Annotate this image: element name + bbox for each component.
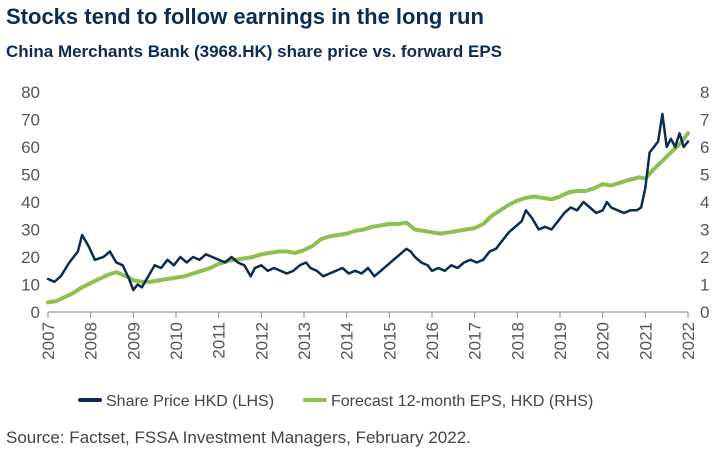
x-tick-label: 2013 [295,322,314,360]
left-tick-label: 60 [21,138,40,157]
right-tick-label: 5 [700,166,709,185]
left-tick-label: 10 [21,276,40,295]
right-axis-ticks: 0 1 2 3 4 5 6 7 8 [700,83,709,322]
left-axis-ticks: 0 10 20 30 40 50 60 70 80 [21,83,40,322]
x-tick-label: 2022 [679,322,698,360]
x-tick-label: 2019 [551,322,570,360]
left-tick-label: 30 [21,221,40,240]
x-tick-label: 2020 [594,322,613,360]
legend-label: Share Price HKD (LHS) [106,393,274,410]
x-tick-label: 2017 [466,322,485,360]
left-tick-label: 80 [21,83,40,102]
share-price-series-line [46,112,690,292]
eps-series-line [46,131,690,305]
source-note: Source: Factset, FSSA Investment Manager… [6,428,471,447]
x-axis-ticks: 2007 2008 2009 2010 2011 2012 2013 2014 2015 2016… [39,312,698,360]
x-tick-label: 2015 [380,322,399,360]
x-tick-label: 2014 [338,322,357,360]
legend-eps: Forecast 12-month EPS, HKD (RHS) [303,393,593,410]
chart-title: Stocks tend to follow earnings in the lo… [6,4,484,29]
x-tick-label: 2021 [636,322,655,360]
left-tick-label: 40 [21,193,40,212]
x-tick-label: 2008 [82,322,101,360]
right-tick-label: 7 [700,111,709,130]
legend-share-price: Share Price HKD (LHS) [78,393,274,410]
right-tick-label: 4 [700,193,709,212]
right-tick-label: 3 [700,221,709,240]
legend-label: Forecast 12-month EPS, HKD (RHS) [331,393,593,410]
left-tick-label: 70 [21,111,40,130]
x-tick-label: 2018 [508,322,527,360]
right-tick-label: 0 [700,303,709,322]
x-tick-label: 2007 [39,322,58,360]
right-tick-label: 1 [700,276,709,295]
x-tick-label: 2010 [167,322,186,360]
left-tick-label: 0 [31,303,40,322]
x-tick-label: 2016 [423,322,442,360]
x-tick-label: 2012 [252,322,271,360]
right-tick-label: 2 [700,248,709,267]
legend: Share Price HKD (LHS) Forecast 12-month E… [78,393,593,410]
x-tick-label: 2009 [124,322,143,360]
chart-subtitle: China Merchants Bank (3968.HK) share pri… [6,42,503,61]
series-layer [46,112,690,305]
x-tick-label: 2011 [210,322,229,359]
left-tick-label: 50 [21,166,40,185]
right-tick-label: 6 [700,138,709,157]
right-tick-label: 8 [700,83,709,102]
left-tick-label: 20 [21,248,40,267]
